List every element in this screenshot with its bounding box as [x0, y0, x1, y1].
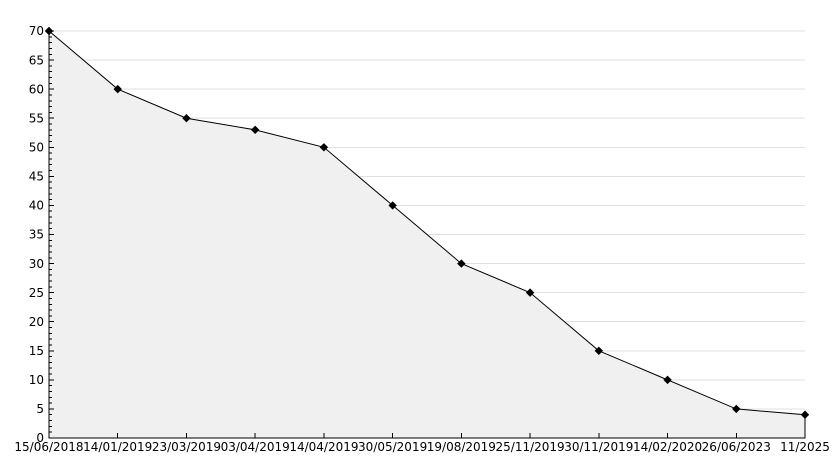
data-point-marker: [388, 201, 397, 210]
y-axis-label: 15: [29, 344, 44, 358]
y-axis-label: 5: [36, 402, 44, 416]
y-axis-label: 65: [29, 53, 44, 67]
data-point-marker: [250, 125, 260, 135]
data-point-marker: [182, 114, 191, 123]
data-point-marker: [457, 259, 466, 268]
y-axis-label: 30: [29, 257, 44, 271]
y-axis-label: 0: [36, 431, 44, 445]
y-axis-label: 55: [29, 111, 44, 125]
y-axis-label: 45: [29, 170, 44, 184]
x-axis-label: 30/05/2019: [358, 440, 427, 454]
x-axis-label: 14/04/2019: [289, 440, 358, 454]
x-axis-label: 25/11/2019: [496, 440, 565, 454]
x-axis-label: 23/03/2019: [152, 440, 221, 454]
x-axis-label: 30/11/2019: [564, 440, 633, 454]
y-axis-label: 60: [29, 82, 44, 96]
y-axis-label: 40: [29, 199, 44, 213]
data-point-marker: [113, 84, 122, 94]
x-axis-label: 03/04/2019: [221, 440, 290, 454]
y-axis-label: 20: [29, 315, 44, 329]
x-axis-label: 26/06/2023: [702, 440, 771, 454]
x-axis-label: 19/08/2019: [427, 440, 496, 454]
data-point-marker: [525, 288, 535, 297]
x-axis-label: 11/2025: [780, 440, 830, 454]
y-axis-label: 25: [29, 286, 44, 300]
data-point-marker: [594, 346, 604, 355]
data-point-marker: [663, 375, 672, 385]
data-point-marker: [800, 410, 810, 419]
x-axis-label: 14/02/2020: [633, 440, 702, 454]
y-axis-label: 35: [29, 228, 44, 242]
x-axis-label: 15/06/2018: [14, 440, 83, 454]
y-axis-label: 50: [29, 140, 44, 154]
y-axis-label: 10: [29, 373, 44, 387]
data-point-marker: [319, 143, 329, 152]
y-axis-label: 70: [29, 24, 44, 38]
x-axis-label: 14/01/2019: [83, 440, 152, 454]
data-point-marker: [732, 404, 741, 414]
